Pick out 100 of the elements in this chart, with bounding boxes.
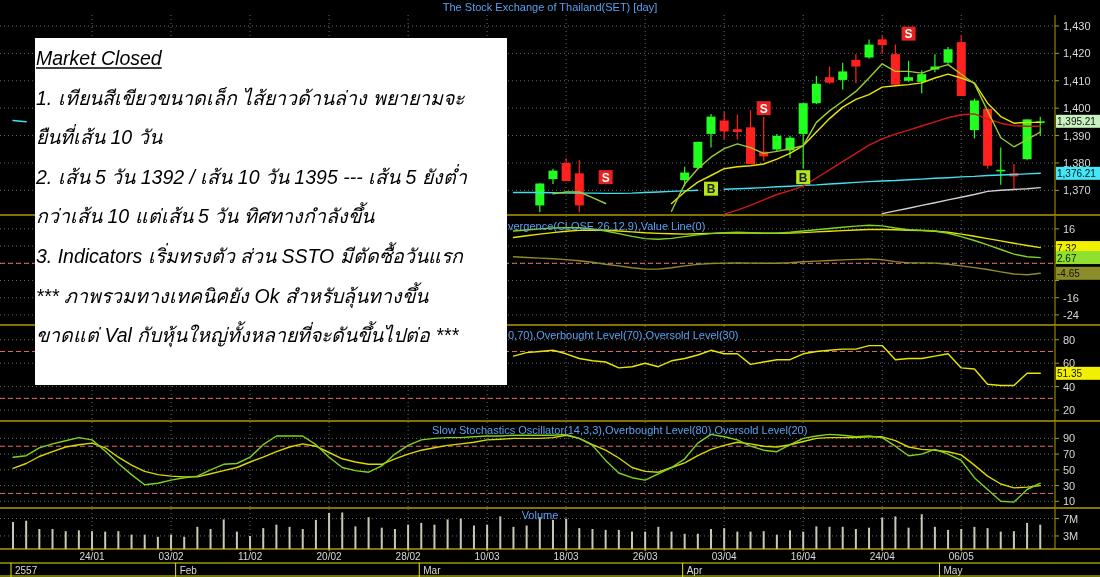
bar (170, 534, 173, 549)
bar (762, 531, 765, 549)
bar (183, 536, 186, 549)
bar (117, 531, 120, 549)
y-tick-label: -24 (1063, 308, 1079, 321)
text: Apr (686, 565, 703, 576)
bar (235, 531, 238, 549)
x-tick-label: 06/05 (948, 551, 975, 562)
chart-title: vergence(CLOSE,26,12,9),Value Line(0) (508, 220, 706, 232)
bar (630, 531, 633, 549)
y-tick-label: 90 (1063, 432, 1076, 445)
bar (933, 526, 936, 549)
y-tick-label: 40 (1063, 380, 1076, 393)
y-tick-label: 70 (1063, 448, 1076, 461)
bar (77, 530, 80, 549)
y-tick-label: 1,390 (1063, 129, 1091, 142)
x-tick-label: 03/02 (158, 551, 184, 562)
annotation: ขาดแต่ Val กับหุ้นใหญ่ทั้งหลายที่จะดันขึ้นไปต่อ *** (36, 321, 460, 349)
bar (565, 518, 568, 549)
bar (275, 524, 278, 549)
annotation: *** ภาพรวมทางเทคนิคยัง Ok สำหรับลุ้นทางขึ้น (36, 281, 429, 309)
chart-title: The Stock Exchange of Thailand(SET) [day] (442, 1, 658, 13)
y-tick-label: 16 (1063, 222, 1076, 235)
bar (881, 517, 884, 549)
y-tick-label: 20 (1063, 404, 1076, 417)
bar (815, 526, 818, 549)
annotation: กว่าเส้น 10 แต่เส้น 5 วัน ทิศทางกำลังขึ้น (36, 202, 375, 228)
bar (222, 519, 225, 549)
bar (143, 534, 146, 549)
bar (986, 528, 989, 549)
x-tick-label: 24/01 (79, 551, 105, 562)
bar (841, 526, 844, 549)
bar (380, 527, 383, 549)
chart-title: 0,70),Overbought Level(70),Oversold Level(30) (508, 329, 739, 341)
bar (459, 518, 462, 549)
bar (288, 526, 291, 549)
value-tag: 1,376.21 (1056, 166, 1100, 180)
line-series (512, 256, 1041, 276)
bar (920, 514, 923, 549)
annotation: Market Closed (36, 47, 163, 69)
bar (262, 528, 265, 549)
x-tick-label: 20/02 (316, 551, 343, 562)
bar (512, 526, 515, 549)
x-tick-label: 26/03 (632, 551, 659, 562)
bar (973, 526, 976, 549)
bar (775, 534, 778, 549)
bar (736, 531, 739, 549)
text: Mar (423, 565, 442, 576)
bar (907, 527, 910, 549)
bar (249, 535, 252, 549)
bar (301, 529, 304, 549)
x-tick-label: 16/04 (790, 551, 817, 562)
annotation: 3. Indicators เริ่มทรงตัว ส่วน SSTO มีตัดซื้อวันแรก (36, 242, 464, 267)
bar (209, 529, 212, 549)
bar (433, 524, 436, 549)
bar (644, 531, 647, 549)
bar (499, 516, 502, 549)
x-tick-label: 24/04 (869, 551, 896, 562)
line-series (723, 113, 1041, 215)
chart-title: Volume (521, 509, 559, 521)
bar (710, 529, 713, 549)
y-tick-label: 1,410 (1063, 74, 1091, 87)
bar (1012, 531, 1015, 549)
signal-marker: B (796, 170, 811, 185)
y-tick-label: 1,380 (1063, 156, 1091, 169)
line-series (512, 344, 1041, 387)
bar (696, 533, 699, 549)
y-tick-label: 1,370 (1063, 184, 1091, 197)
bar (999, 531, 1002, 549)
annotation: ยืนที่เส้น 10 วัน (36, 123, 163, 149)
bar (472, 525, 475, 549)
y-tick-label: 30 (1063, 479, 1076, 492)
annotation: 2. เส้น 5 วัน 1392 / เส้น 10 วัน 1395 --- เส้น 5 ยังต่ำ (35, 162, 468, 188)
x-tick-label: 28/02 (395, 551, 422, 562)
bar (407, 524, 410, 549)
line-series (12, 434, 1041, 489)
bar (354, 526, 357, 549)
bar (12, 522, 14, 549)
bar (947, 529, 950, 549)
bar (314, 519, 317, 549)
y-tick-label: 80 (1063, 333, 1076, 346)
bar (25, 520, 28, 549)
bar (960, 529, 963, 549)
text: Feb (179, 565, 198, 576)
bar (617, 529, 620, 549)
bar (657, 526, 660, 549)
bar (51, 529, 54, 549)
bar (749, 531, 752, 549)
y-tick-label: 1,420 (1063, 47, 1091, 60)
value-tag: 2.67 (1056, 251, 1100, 265)
bar (486, 524, 489, 549)
bar (446, 519, 449, 549)
chart-title: Slow Stochastics Oscillator(14,3,3),Overbought Level(80),Oversold Level(20) (432, 424, 808, 436)
x-tick-label: 10/03 (474, 551, 501, 562)
bar (38, 529, 41, 549)
bar (1039, 524, 1042, 549)
bar (130, 534, 133, 549)
bar (420, 522, 423, 549)
y-tick-label: 10 (1063, 495, 1076, 508)
bar (802, 531, 805, 549)
